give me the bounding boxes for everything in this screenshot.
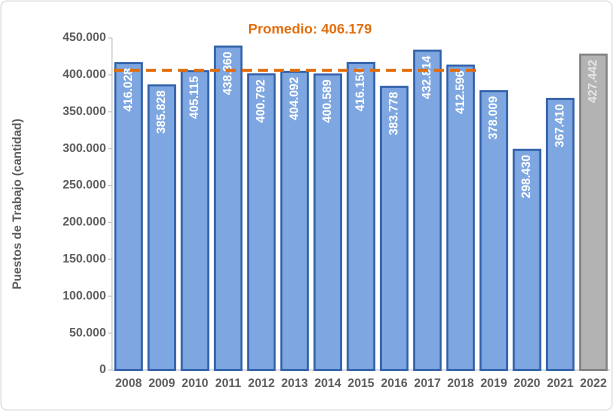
bar — [180, 70, 210, 372]
x-tick-label: 2009 — [148, 376, 175, 390]
x-tick-label: 2020 — [514, 376, 541, 390]
y-axis-label: Puestos de Trabajo (cantidad) — [10, 119, 24, 290]
x-tick-label: 2010 — [182, 376, 209, 390]
bar — [512, 148, 542, 371]
x-tick-label: 2014 — [314, 376, 341, 390]
bar — [545, 97, 575, 371]
bar — [579, 53, 608, 371]
value-label: 400.589 — [320, 79, 334, 123]
y-tick-label: 200.000 — [63, 215, 107, 229]
x-tick-label: 2016 — [381, 376, 408, 390]
bar — [114, 62, 143, 372]
value-label: 405.115 — [187, 76, 201, 119]
bar — [213, 45, 243, 371]
bar — [313, 73, 343, 371]
bar — [413, 49, 442, 372]
value-label: 367.410 — [552, 104, 566, 148]
x-tick-label: 2018 — [447, 376, 474, 390]
value-label: 385.828 — [154, 90, 168, 134]
value-label: 432.814 — [420, 55, 434, 99]
x-tick-label: 2015 — [348, 376, 375, 390]
x-tick-label: 2022 — [580, 376, 607, 390]
value-label: 412.596 — [453, 70, 467, 114]
y-tick-label: 250.000 — [63, 178, 107, 192]
x-tick-label: 2017 — [414, 376, 441, 390]
value-label: 400.792 — [254, 79, 268, 123]
x-tick-label: 2019 — [480, 376, 507, 390]
x-tick-label: 2008 — [115, 376, 142, 390]
y-tick-label: 350.000 — [63, 104, 107, 118]
bar — [479, 90, 509, 371]
bar — [379, 85, 409, 371]
value-label: 416.028 — [121, 68, 135, 112]
y-tick-label: 150.000 — [63, 252, 107, 266]
x-tick-label: 2013 — [281, 376, 308, 390]
x-tick-label: 2012 — [248, 376, 275, 390]
y-tick-label: 0 — [99, 362, 106, 376]
y-tick-label: 400.000 — [63, 67, 107, 81]
bar — [346, 61, 376, 371]
x-tick-label: 2021 — [547, 376, 574, 390]
value-label: 416.150 — [353, 68, 367, 112]
value-label: 378.009 — [486, 96, 500, 140]
bar — [446, 64, 475, 372]
average-label: Promedio: 406.179 — [248, 21, 372, 37]
value-label: 438.360 — [220, 51, 234, 95]
y-tick-label: 450.000 — [63, 30, 107, 44]
value-label: 383.778 — [386, 92, 400, 136]
y-tick-label: 300.000 — [63, 141, 107, 155]
bar — [247, 73, 276, 371]
y-tick-label: 100.000 — [63, 288, 107, 302]
value-label: 427.442 — [586, 59, 600, 103]
bar — [147, 84, 177, 372]
value-label: 404.092 — [287, 77, 301, 121]
value-label: 298.430 — [519, 155, 533, 199]
y-tick-label: 50.000 — [69, 325, 106, 339]
x-tick-label: 2011 — [215, 376, 241, 390]
bar — [280, 70, 309, 371]
